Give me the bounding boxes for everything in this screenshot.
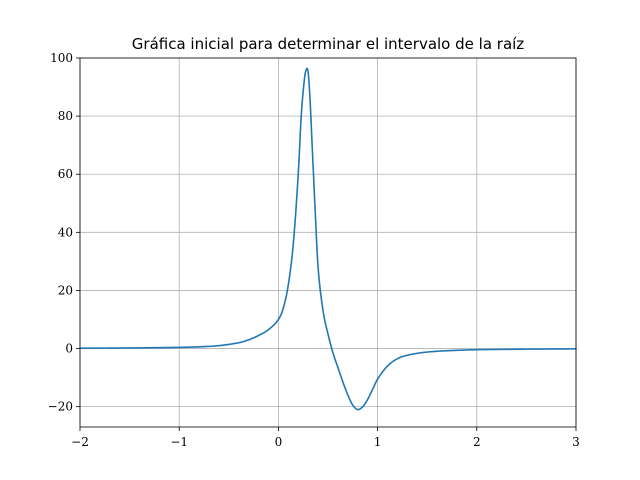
y-tick-label: 60 xyxy=(58,167,73,181)
x-tick-label: 1 xyxy=(374,435,382,449)
x-tick-label: −2 xyxy=(71,435,89,449)
y-axis: −20 0 20 40 60 80 100 xyxy=(48,51,80,414)
y-tick-label: 20 xyxy=(58,283,73,297)
x-tick-label: −1 xyxy=(170,435,188,449)
x-tick-label: 2 xyxy=(473,435,481,449)
y-tick-label: 100 xyxy=(50,51,73,65)
series-layer xyxy=(79,67,577,411)
y-tick-label: 40 xyxy=(58,225,73,239)
x-tick-label: 0 xyxy=(275,435,283,449)
chart-title: Gráfica inicial para determinar el inter… xyxy=(132,35,525,53)
y-tick-label: −20 xyxy=(48,400,73,414)
x-axis: −2 −1 0 1 2 3 xyxy=(71,427,580,449)
axes-frame xyxy=(79,57,577,428)
series-line xyxy=(79,67,577,411)
y-tick-label: 80 xyxy=(58,109,73,123)
x-tick-label: 3 xyxy=(572,435,580,449)
y-tick-label: 0 xyxy=(65,342,73,356)
